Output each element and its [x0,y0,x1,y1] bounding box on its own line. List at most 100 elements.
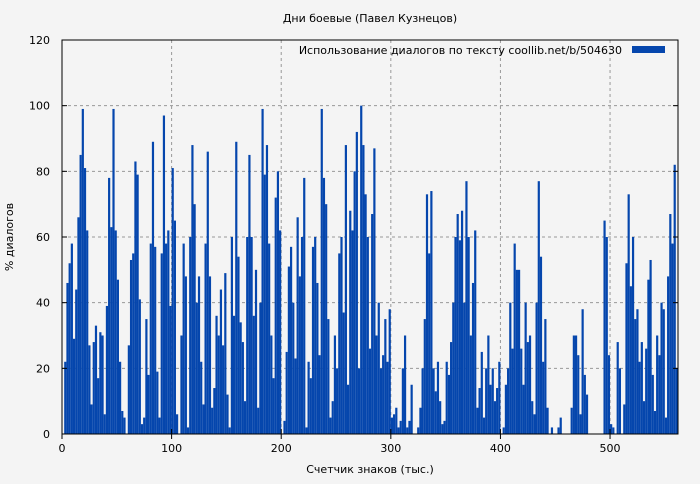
bar [127,345,130,434]
bar [531,401,534,434]
bar [443,420,446,434]
bar [72,338,76,434]
bar [360,105,363,435]
bar [417,427,420,434]
bar [285,351,288,434]
bar [287,266,290,434]
bar [303,177,306,434]
bar [517,269,521,434]
bar [465,181,468,434]
bar [393,414,396,434]
x-axis-label: Счетчик знаков (тыс.) [306,463,434,476]
bar [520,348,523,434]
bar [318,355,321,434]
bar [222,345,225,434]
bar [377,302,380,434]
x-tick-label: 0 [59,442,66,455]
bar [342,312,345,434]
bar [75,289,78,434]
bar [314,237,317,434]
bar [90,404,93,434]
bar [140,424,144,434]
bar [336,368,339,434]
bar [331,401,334,434]
bars [64,105,678,435]
y-tick-label: 80 [36,165,50,178]
bar [298,276,301,434]
bar [579,414,582,434]
bar [351,230,354,434]
bar [570,407,573,434]
bar [333,335,337,434]
bar [667,276,670,434]
bar [537,181,540,434]
bar [239,322,242,434]
bar [430,191,433,434]
y-tick-label: 20 [36,362,50,375]
bar [425,194,429,434]
bar [83,168,87,435]
bar [230,237,233,434]
bar [158,417,161,434]
bar [114,230,117,434]
bar [180,335,183,434]
bar [162,115,166,435]
bar [329,417,332,434]
bar [447,374,451,434]
bar [507,368,510,434]
bar [160,253,163,434]
bar [101,335,104,434]
bar [513,243,516,434]
y-tick-label: 120 [29,34,50,47]
bar [487,335,490,434]
bar [129,259,133,434]
bar [546,407,549,434]
bar [544,319,547,434]
bar [480,351,483,434]
bar [489,384,492,434]
bar [219,289,223,434]
bar [526,342,529,434]
bar [94,325,98,434]
bar [217,335,220,434]
bar [105,305,109,434]
bar [627,194,630,434]
bar [204,243,207,434]
bar [607,355,611,434]
bar [346,384,350,434]
bar [432,368,435,434]
bar [309,378,312,434]
bar [498,361,501,434]
bar [421,368,424,434]
bar [103,414,106,434]
bar [364,194,367,434]
bar [406,427,409,434]
bar [145,319,148,434]
bar [373,148,376,434]
bar [64,361,67,434]
bar [557,427,560,434]
bar [138,299,141,434]
bar [272,378,275,434]
bar [311,246,315,434]
bar [476,407,479,434]
bar [132,253,135,434]
bar [559,417,562,434]
bar [322,177,326,434]
bar [533,414,536,434]
bar [294,358,297,434]
bar [110,227,113,434]
bar [371,214,374,434]
bar [379,368,383,434]
bar [445,361,448,434]
bar [496,388,499,434]
bar [88,345,91,434]
bar [658,355,661,434]
bar [469,335,472,434]
axis-ticks: 0 20 40 60 80 100 120 0 100 200 300 400 500 [29,34,678,455]
bar [243,401,247,434]
bar [528,335,532,434]
bar [357,368,361,434]
bar [99,332,102,434]
